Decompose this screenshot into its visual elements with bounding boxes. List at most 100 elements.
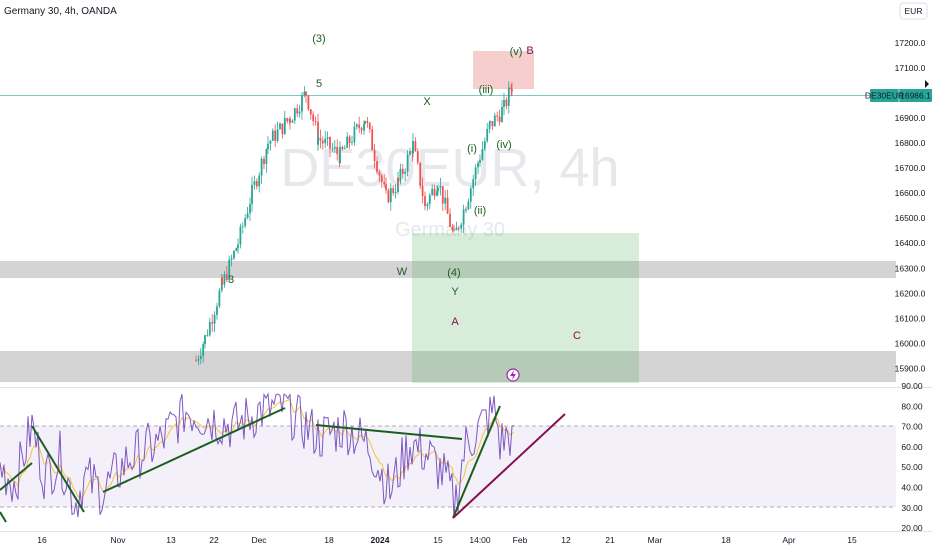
price-tick-label: 16400.0 xyxy=(895,238,926,248)
candle-body xyxy=(424,196,426,204)
candle-body xyxy=(363,123,365,131)
candle-body xyxy=(394,191,397,193)
wave-label-b: B xyxy=(526,45,533,57)
rsi-trend-7 xyxy=(0,511,7,523)
candle-body xyxy=(355,124,358,127)
wave-labels: (3) 5 3 X W (4) Y A B C (i) (ii) (iii) (… xyxy=(228,33,581,342)
alert-arrow-icon[interactable] xyxy=(925,80,929,88)
rsi-trend-2 xyxy=(31,425,85,513)
candle-body xyxy=(419,162,422,186)
rsi-tick-label: 40.00 xyxy=(901,483,923,493)
last-price-label: DE30EUR 16986.1 xyxy=(865,89,932,102)
candle-body xyxy=(321,140,324,144)
wave-label-y: Y xyxy=(451,286,459,298)
currency-button[interactable]: EUR xyxy=(899,2,928,20)
top-zone xyxy=(473,51,534,89)
candle-body xyxy=(368,122,371,130)
candle-body xyxy=(233,250,235,259)
candle-body xyxy=(339,146,341,164)
candle-body xyxy=(216,306,218,315)
wave-label-3-paren: (3) xyxy=(312,33,325,45)
candle-body xyxy=(414,141,417,152)
candle-body xyxy=(467,201,470,210)
time-tick-label: 14:00 xyxy=(469,535,491,545)
wave-label-w: W xyxy=(397,266,408,278)
candle-body xyxy=(486,128,489,142)
candle-body xyxy=(279,123,281,130)
candle-body xyxy=(218,290,221,307)
candle-body xyxy=(283,118,286,134)
candle-body xyxy=(324,138,327,144)
wave-label-c: C xyxy=(573,330,581,342)
candle-body xyxy=(433,188,436,196)
candle-body xyxy=(314,121,317,122)
candle-body xyxy=(451,226,454,230)
candle-body xyxy=(387,190,390,203)
price-axis[interactable]: 17200.017100.017000.016900.016800.016700… xyxy=(895,38,926,373)
candle-body xyxy=(251,184,253,205)
candle-body xyxy=(491,121,494,127)
candle-body xyxy=(496,115,499,117)
rsi-tick-label: 80.00 xyxy=(901,401,923,411)
candle-body xyxy=(376,161,378,172)
wave-label-x: X xyxy=(423,96,431,108)
wave-label-5: 5 xyxy=(316,78,322,90)
candle-body xyxy=(329,137,331,149)
candle-body xyxy=(479,159,481,163)
candle-body xyxy=(426,204,429,207)
candle-body xyxy=(223,274,226,285)
candle-body xyxy=(346,136,349,148)
candle-body xyxy=(371,129,374,151)
wave-label-ii: (ii) xyxy=(474,205,486,217)
candle-body xyxy=(409,151,411,155)
time-axis[interactable]: 16 Nov 13 22 Dec 18 2024 15 14:00 Feb 12 21 Mar 18 Apr… xyxy=(37,535,857,545)
price-tick-label: 16300.0 xyxy=(895,263,926,273)
rsi-trend-1 xyxy=(0,462,33,491)
candle-body xyxy=(303,91,306,96)
price-tick-label: 16900.0 xyxy=(895,113,926,123)
candle-body xyxy=(421,185,424,197)
watermark-symbol: DE30EUR, 4h xyxy=(280,138,619,198)
time-tick-label: Apr xyxy=(782,535,795,545)
candle-body xyxy=(439,186,442,188)
rsi-axis[interactable]: 90.00 80.00 70.00 60.00 50.00 40.00 30.00 20.00 xyxy=(901,381,923,533)
candle-body xyxy=(333,146,336,149)
candle-body xyxy=(412,141,414,154)
rsi-line xyxy=(0,392,515,518)
candle-body xyxy=(505,99,508,106)
candle-body xyxy=(255,181,258,187)
wave-label-iv: (iv) xyxy=(496,139,511,151)
last-price-symbol: DE30EUR xyxy=(865,91,904,101)
candle-body xyxy=(383,182,386,185)
candle-body xyxy=(235,248,238,251)
candle-body xyxy=(271,130,274,141)
candle-body xyxy=(460,224,463,229)
candle-body xyxy=(336,146,339,155)
candle-body xyxy=(291,120,294,123)
rsi-tick-label: 50.00 xyxy=(901,462,923,472)
rsi-tick-label: 70.00 xyxy=(901,422,923,432)
candle-body xyxy=(265,149,268,165)
watermark-name: Germany 30 xyxy=(395,219,505,241)
candle-body xyxy=(507,87,510,106)
candle-body xyxy=(474,167,477,180)
candle-body xyxy=(431,188,434,196)
rsi-trend-4 xyxy=(315,424,463,440)
rsi-trend-3 xyxy=(102,407,286,493)
wave-label-3: 3 xyxy=(228,274,234,286)
candle-body xyxy=(286,118,289,122)
time-tick-label: 2024 xyxy=(371,535,390,545)
price-tick-label: 16500.0 xyxy=(895,213,926,223)
candle-body xyxy=(244,218,247,226)
candle-body xyxy=(406,154,409,172)
candle-body xyxy=(274,130,277,141)
time-tick-label: 21 xyxy=(605,535,615,545)
candle-body xyxy=(457,227,460,229)
candle-body xyxy=(469,188,472,202)
candle-body xyxy=(208,322,211,336)
candles xyxy=(195,81,513,366)
candle-body xyxy=(498,116,501,122)
candle-body xyxy=(197,358,200,361)
lightning-icon[interactable] xyxy=(506,368,520,382)
candle-body xyxy=(477,162,479,168)
